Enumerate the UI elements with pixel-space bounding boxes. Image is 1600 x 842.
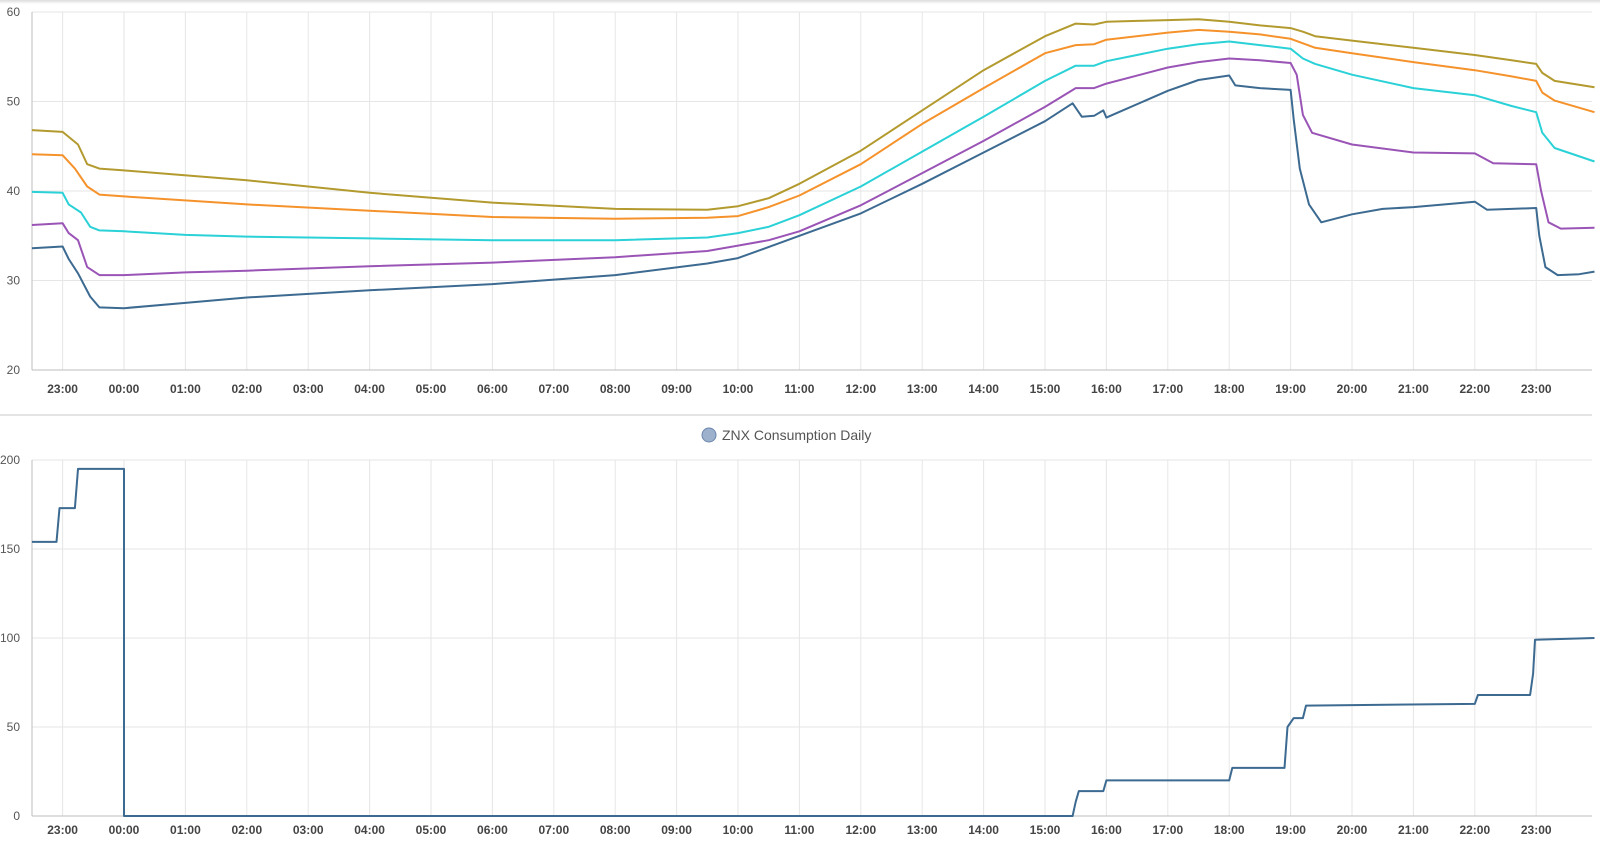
- series-line-top-4: [31, 74, 1595, 310]
- x-tick-label: 04:00: [354, 823, 385, 837]
- y-tick-label: 30: [7, 274, 21, 288]
- x-tick-label: 04:00: [354, 382, 385, 396]
- x-tick-label: 21:00: [1398, 382, 1429, 396]
- x-tick-label: 19:00: [1275, 382, 1306, 396]
- y-tick-label: 200: [0, 453, 20, 467]
- top-shadow-bar: [0, 0, 1600, 4]
- y-tick-label: 20: [7, 363, 21, 377]
- x-tick-label: 00:00: [109, 382, 140, 396]
- y-tick-label: 50: [7, 95, 21, 109]
- series-line-top-2: [31, 40, 1595, 242]
- x-tick-label: 00:00: [109, 823, 140, 837]
- x-tick-label: 08:00: [600, 382, 631, 396]
- x-tick-label: 10:00: [723, 382, 754, 396]
- x-tick-label: 07:00: [538, 823, 569, 837]
- x-tick-label: 11:00: [784, 823, 814, 837]
- y-tick-label: 0: [13, 809, 20, 823]
- x-tick-label: 18:00: [1214, 382, 1245, 396]
- x-tick-label: 12:00: [845, 382, 876, 396]
- x-tick-label: 14:00: [968, 382, 999, 396]
- x-tick-label: 08:00: [600, 823, 631, 837]
- x-tick-label: 12:00: [845, 823, 876, 837]
- x-tick-label: 13:00: [907, 823, 938, 837]
- y-tick-label: 60: [7, 5, 21, 19]
- x-tick-label: 16:00: [1091, 823, 1122, 837]
- x-tick-label: 02:00: [231, 382, 262, 396]
- panel-divider: [0, 414, 1592, 416]
- x-tick-label: 05:00: [416, 382, 447, 396]
- legend-item[interactable]: ZNX Consumption Daily: [701, 427, 871, 443]
- x-tick-label: 22:00: [1459, 823, 1490, 837]
- x-tick-label: 18:00: [1214, 823, 1245, 837]
- x-tick-label: 09:00: [661, 382, 692, 396]
- chart-panel-bottom: 0 50 100 150 200 23:00 00:00 01:00 02:00 03:00 04:…: [0, 427, 1595, 837]
- x-tick-label: 07:00: [538, 382, 569, 396]
- series-line-top-1: [31, 28, 1595, 220]
- x-tick-label: 02:00: [231, 823, 262, 837]
- x-tick-label: 06:00: [477, 823, 508, 837]
- x-tick-label: 20:00: [1337, 823, 1368, 837]
- y-tick-label: 50: [7, 720, 21, 734]
- x-tick-label: 23:00: [1521, 382, 1552, 396]
- series-line-znx-consumption-daily: [31, 467, 1595, 817]
- y-tick-label: 150: [0, 542, 20, 556]
- x-tick-label: 20:00: [1337, 382, 1368, 396]
- x-tick-label: 01:00: [170, 382, 201, 396]
- x-tick-label: 23:00: [47, 823, 78, 837]
- x-tick-label: 23:00: [1521, 823, 1552, 837]
- x-tick-label: 21:00: [1398, 823, 1429, 837]
- legend-label: ZNX Consumption Daily: [722, 427, 871, 443]
- x-tick-label: 06:00: [477, 382, 508, 396]
- x-tick-label: 16:00: [1091, 382, 1122, 396]
- x-tick-label: 13:00: [907, 382, 938, 396]
- x-tick-label: 11:00: [784, 382, 814, 396]
- legend-marker-icon: [701, 427, 717, 443]
- series-line-top-3: [31, 57, 1595, 277]
- x-tick-label: 17:00: [1152, 823, 1183, 837]
- x-tick-label: 23:00: [47, 382, 78, 396]
- x-tick-label: 01:00: [170, 823, 201, 837]
- x-tick-label: 10:00: [723, 823, 754, 837]
- x-tick-label: 19:00: [1275, 823, 1306, 837]
- x-tick-label: 14:00: [968, 823, 999, 837]
- x-tick-label: 15:00: [1030, 823, 1061, 837]
- series-line-top-0: [31, 18, 1595, 211]
- x-tick-label: 09:00: [661, 823, 692, 837]
- y-tick-label: 100: [0, 631, 20, 645]
- x-tick-label: 05:00: [416, 823, 447, 837]
- chart-panel-top: 20 30 40 50 60 23:00 00:00 01:00 02:00 03:00 04:00…: [7, 5, 1595, 396]
- x-tick-label: 03:00: [293, 382, 324, 396]
- x-tick-label: 15:00: [1030, 382, 1061, 396]
- x-tick-label: 03:00: [293, 823, 324, 837]
- x-tick-label: 17:00: [1152, 382, 1183, 396]
- x-tick-label: 22:00: [1459, 382, 1490, 396]
- y-tick-label: 40: [7, 184, 21, 198]
